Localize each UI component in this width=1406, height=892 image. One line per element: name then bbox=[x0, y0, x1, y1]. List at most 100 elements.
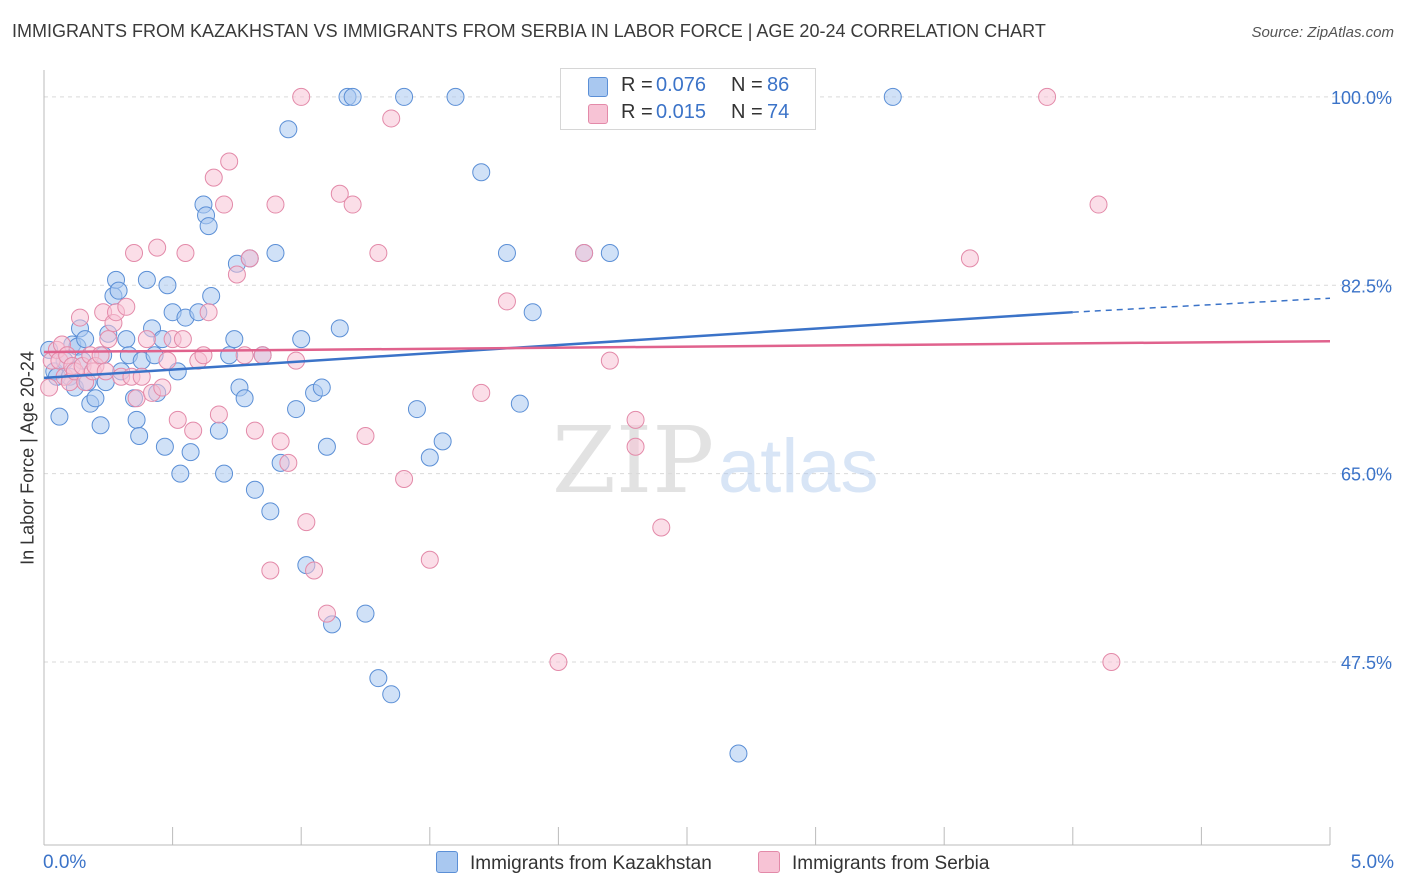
stats-legend: R = 0.076 N = 86 R = 0.015 N = 74 bbox=[560, 68, 816, 130]
bottom-legend-kazakhstan: Immigrants from Kazakhstan bbox=[436, 851, 712, 877]
point-kazakhstan bbox=[330, 319, 349, 338]
point-serbia bbox=[549, 653, 568, 672]
point-kazakhstan bbox=[420, 448, 439, 467]
watermark-atlas: atlas bbox=[718, 424, 879, 509]
point-kazakhstan bbox=[245, 480, 264, 499]
trend-line-serbia bbox=[43, 340, 1331, 354]
x-tick-max: 5.0% bbox=[1350, 852, 1394, 873]
x-tick-min: 0.0% bbox=[43, 852, 87, 873]
bottom-legend-swatch-serbia bbox=[758, 851, 780, 873]
point-kazakhstan bbox=[130, 426, 149, 445]
point-kazakhstan bbox=[266, 243, 285, 262]
point-kazakhstan bbox=[235, 389, 254, 408]
point-serbia bbox=[626, 437, 645, 456]
trend-line-kazakhstan bbox=[43, 310, 1073, 380]
point-kazakhstan bbox=[279, 120, 298, 139]
point-kazakhstan bbox=[171, 464, 190, 483]
point-kazakhstan bbox=[343, 87, 362, 106]
point-serbia bbox=[99, 330, 118, 349]
point-serbia bbox=[245, 421, 264, 440]
gridlines bbox=[44, 96, 1392, 663]
trend-line-kazakhstan-extension bbox=[1072, 297, 1331, 313]
data-points bbox=[40, 87, 1121, 763]
point-serbia bbox=[317, 604, 336, 623]
point-serbia bbox=[369, 243, 388, 262]
point-kazakhstan bbox=[199, 217, 218, 236]
trend-lines bbox=[43, 297, 1331, 380]
legend-swatch-serbia bbox=[588, 104, 608, 124]
point-serbia bbox=[266, 195, 285, 214]
point-serbia bbox=[176, 243, 195, 262]
point-kazakhstan bbox=[117, 330, 136, 349]
point-serbia bbox=[297, 513, 316, 532]
point-kazakhstan bbox=[50, 407, 69, 426]
point-kazakhstan bbox=[600, 243, 619, 262]
point-kazakhstan bbox=[86, 389, 105, 408]
point-kazakhstan bbox=[225, 330, 244, 349]
y-tick-label: 47.5% bbox=[1341, 653, 1392, 673]
point-serbia bbox=[472, 383, 491, 402]
point-serbia bbox=[240, 249, 259, 268]
legend-n-value-serbia: 74 bbox=[767, 101, 790, 123]
bottom-legend-label-serbia: Immigrants from Serbia bbox=[792, 853, 990, 874]
point-serbia bbox=[356, 426, 375, 445]
legend-r-label: R = bbox=[621, 101, 653, 123]
point-kazakhstan bbox=[158, 276, 177, 295]
point-serbia bbox=[127, 389, 146, 408]
point-kazakhstan bbox=[181, 443, 200, 462]
legend-n-label: N = bbox=[731, 101, 763, 123]
point-serbia bbox=[626, 410, 645, 429]
point-kazakhstan bbox=[395, 87, 414, 106]
point-serbia bbox=[96, 362, 115, 381]
point-serbia bbox=[215, 195, 234, 214]
point-kazakhstan bbox=[137, 270, 156, 289]
point-kazakhstan bbox=[261, 502, 280, 521]
point-kazakhstan bbox=[369, 669, 388, 688]
point-serbia bbox=[194, 346, 213, 365]
point-serbia bbox=[382, 109, 401, 128]
point-kazakhstan bbox=[202, 287, 221, 306]
y-axis-label: In Labor Force | Age 20-24 bbox=[17, 351, 38, 565]
point-kazakhstan bbox=[497, 243, 516, 262]
chart-title: IMMIGRANTS FROM KAZAKHSTAN VS IMMIGRANTS… bbox=[12, 21, 1046, 41]
point-kazakhstan bbox=[155, 437, 174, 456]
point-serbia bbox=[168, 410, 187, 429]
point-kazakhstan bbox=[382, 685, 401, 704]
y-tick-labels: 47.5% 65.0% 82.5% 100.0% bbox=[1331, 88, 1392, 673]
legend-swatch-kazakhstan bbox=[588, 77, 608, 97]
point-kazakhstan bbox=[292, 330, 311, 349]
source-label: Source: ZipAtlas.com bbox=[1251, 24, 1394, 41]
point-serbia bbox=[292, 87, 311, 106]
legend-r-value-kazakhstan: 0.076 bbox=[656, 74, 707, 96]
point-kazakhstan bbox=[287, 400, 306, 419]
point-serbia bbox=[220, 152, 239, 171]
point-serbia bbox=[148, 238, 167, 257]
point-kazakhstan bbox=[433, 432, 452, 451]
point-serbia bbox=[395, 470, 414, 489]
y-tick-label: 82.5% bbox=[1341, 276, 1392, 296]
point-serbia bbox=[271, 432, 290, 451]
point-kazakhstan bbox=[317, 437, 336, 456]
point-kazakhstan bbox=[407, 400, 426, 419]
point-kazakhstan bbox=[109, 281, 128, 300]
point-kazakhstan bbox=[76, 330, 95, 349]
bottom-legend-serbia: Immigrants from Serbia bbox=[758, 851, 989, 877]
point-serbia bbox=[261, 561, 280, 580]
point-kazakhstan bbox=[312, 378, 331, 397]
point-serbia bbox=[330, 184, 349, 203]
point-serbia bbox=[125, 243, 144, 262]
point-serbia bbox=[209, 405, 228, 424]
point-serbia bbox=[184, 421, 203, 440]
y-tick-label: 65.0% bbox=[1341, 465, 1392, 485]
point-serbia bbox=[305, 561, 324, 580]
point-serbia bbox=[204, 168, 223, 187]
legend-r-value-serbia: 0.015 bbox=[656, 101, 707, 123]
point-serbia bbox=[420, 550, 439, 569]
point-serbia bbox=[652, 518, 671, 537]
point-serbia bbox=[600, 351, 619, 370]
point-kazakhstan bbox=[91, 416, 110, 435]
legend-row-serbia: R = 0.015 N = 74 bbox=[561, 101, 815, 127]
point-serbia bbox=[199, 303, 218, 322]
bottom-legend-swatch-kazakhstan bbox=[436, 851, 458, 873]
